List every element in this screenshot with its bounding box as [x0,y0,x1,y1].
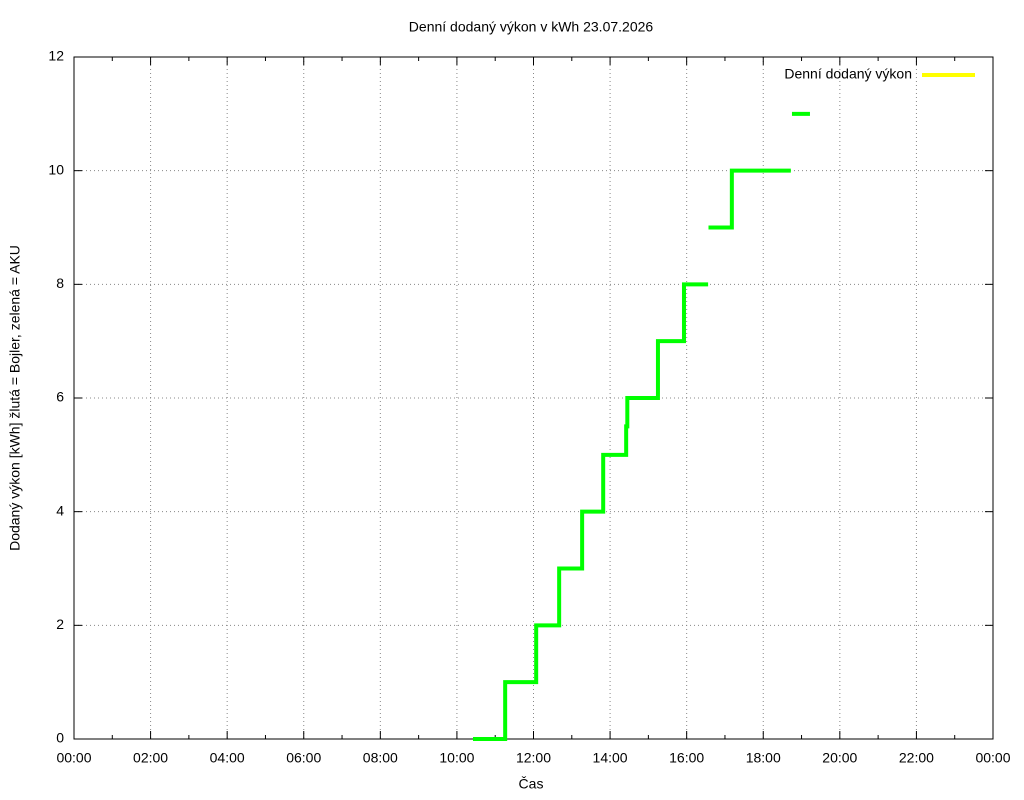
x-tick-label: 18:00 [746,750,781,766]
x-tick-label: 10:00 [439,750,474,766]
y-tick-label: 2 [56,616,64,632]
x-tick-label: 00:00 [975,750,1010,766]
y-tick-label: 8 [56,275,64,291]
y-tick-label: 0 [56,730,64,746]
x-tick-label: 08:00 [363,750,398,766]
y-tick-label: 6 [56,389,64,405]
legend-label: Denní dodaný výkon [784,66,912,82]
x-tick-label: 12:00 [516,750,551,766]
x-tick-label: 02:00 [133,750,168,766]
x-tick-label: 06:00 [286,750,321,766]
x-tick-label: 00:00 [56,750,91,766]
plot-frame [73,56,994,740]
y-tick-label: 12 [48,48,64,64]
x-tick-label: 22:00 [899,750,934,766]
x-tick-label: 04:00 [210,750,245,766]
x-tick-label: 20:00 [822,750,857,766]
y-tick-label: 10 [48,161,64,177]
x-axis-label: Čas [519,776,544,792]
y-tick-label: 4 [56,502,64,518]
x-tick-label: 14:00 [593,750,628,766]
y-axis-label: Dodaný výkon [kWh] žlutá = Bojler, zelen… [7,245,23,551]
x-tick-label: 16:00 [669,750,704,766]
chart-title: Denní dodaný výkon v kWh 23.07.2026 [409,19,654,35]
data-line [472,111,810,741]
